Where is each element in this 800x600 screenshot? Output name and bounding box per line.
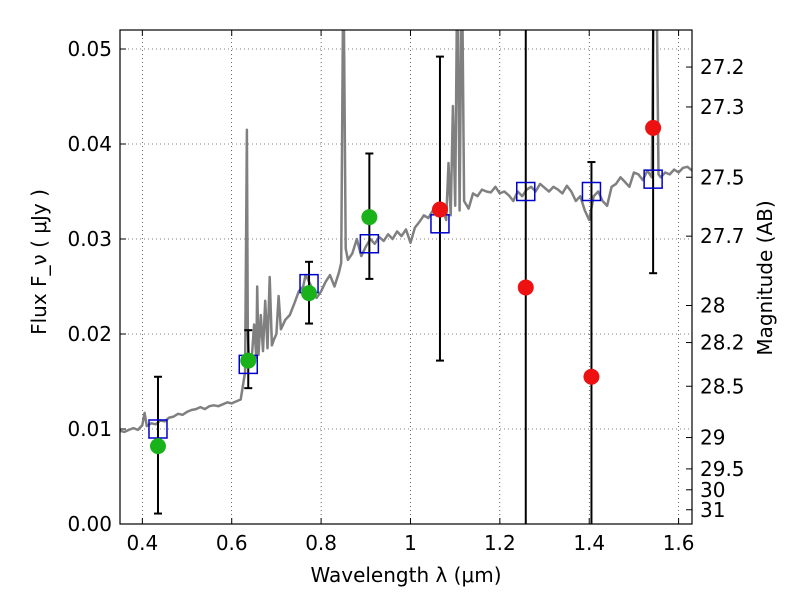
y-tick-label: 0.03 bbox=[67, 227, 112, 251]
right-tick-label: 28.5 bbox=[700, 374, 745, 398]
tick-layer: 0.4 0.6 0.8 1 1.2 1.4 1.6 0.00 0.01 0.02 0.03 0.04 0… bbox=[67, 30, 745, 555]
green-circle-marker bbox=[301, 285, 318, 302]
y-tick-label: 0.02 bbox=[67, 322, 112, 346]
right-tick-label: 27.2 bbox=[700, 55, 745, 79]
x-tick-label: 0.8 bbox=[305, 531, 337, 555]
plot-frame bbox=[119, 29, 693, 525]
right-tick-label: 27.5 bbox=[700, 165, 745, 189]
x-tick-label: 1.4 bbox=[573, 531, 605, 555]
x-axis-label: Wavelength λ (μm) bbox=[310, 563, 501, 587]
x-tick-label: 0.4 bbox=[126, 531, 158, 555]
x-tick-label: 1 bbox=[404, 531, 417, 555]
marker-layer bbox=[148, 119, 663, 455]
y-tick-label: 0.01 bbox=[67, 417, 112, 441]
x-tick-label: 1.2 bbox=[484, 531, 516, 555]
right-tick-label: 27.7 bbox=[700, 224, 745, 248]
x-tick-label: 0.6 bbox=[216, 531, 248, 555]
blue-square-marker bbox=[516, 181, 536, 202]
green-circle-marker bbox=[361, 209, 378, 226]
right-tick-label: 28 bbox=[700, 294, 725, 318]
y-tick-label: 0.05 bbox=[67, 37, 112, 61]
green-circle-marker bbox=[240, 352, 257, 369]
right-tick-label: 28.2 bbox=[700, 331, 745, 355]
right-tick-label: 27.3 bbox=[700, 95, 745, 119]
red-circle-marker bbox=[645, 119, 662, 136]
x-tick-label: 1.6 bbox=[663, 531, 695, 555]
blue-square-marker bbox=[359, 234, 380, 254]
y-axis-label: Flux F_ν ( μJy ) bbox=[27, 189, 51, 335]
blue-square-marker bbox=[643, 169, 663, 189]
red-circle-marker bbox=[517, 279, 534, 296]
y-tick-label: 0.04 bbox=[67, 132, 112, 156]
blue-square-marker bbox=[148, 419, 168, 439]
right-tick-label: 29 bbox=[700, 426, 725, 450]
green-circle-marker bbox=[149, 438, 166, 455]
y-tick-label: 0.00 bbox=[67, 512, 112, 536]
right-tick-label: 29.5 bbox=[700, 457, 745, 481]
right-tick-label: 31 bbox=[700, 498, 725, 522]
red-circle-marker bbox=[583, 368, 600, 385]
right-axis-label: Magnitude (AB) bbox=[753, 200, 777, 355]
red-circle-marker bbox=[431, 201, 448, 218]
blue-square-marker bbox=[581, 181, 602, 202]
right-tick-label: 30 bbox=[700, 478, 725, 502]
